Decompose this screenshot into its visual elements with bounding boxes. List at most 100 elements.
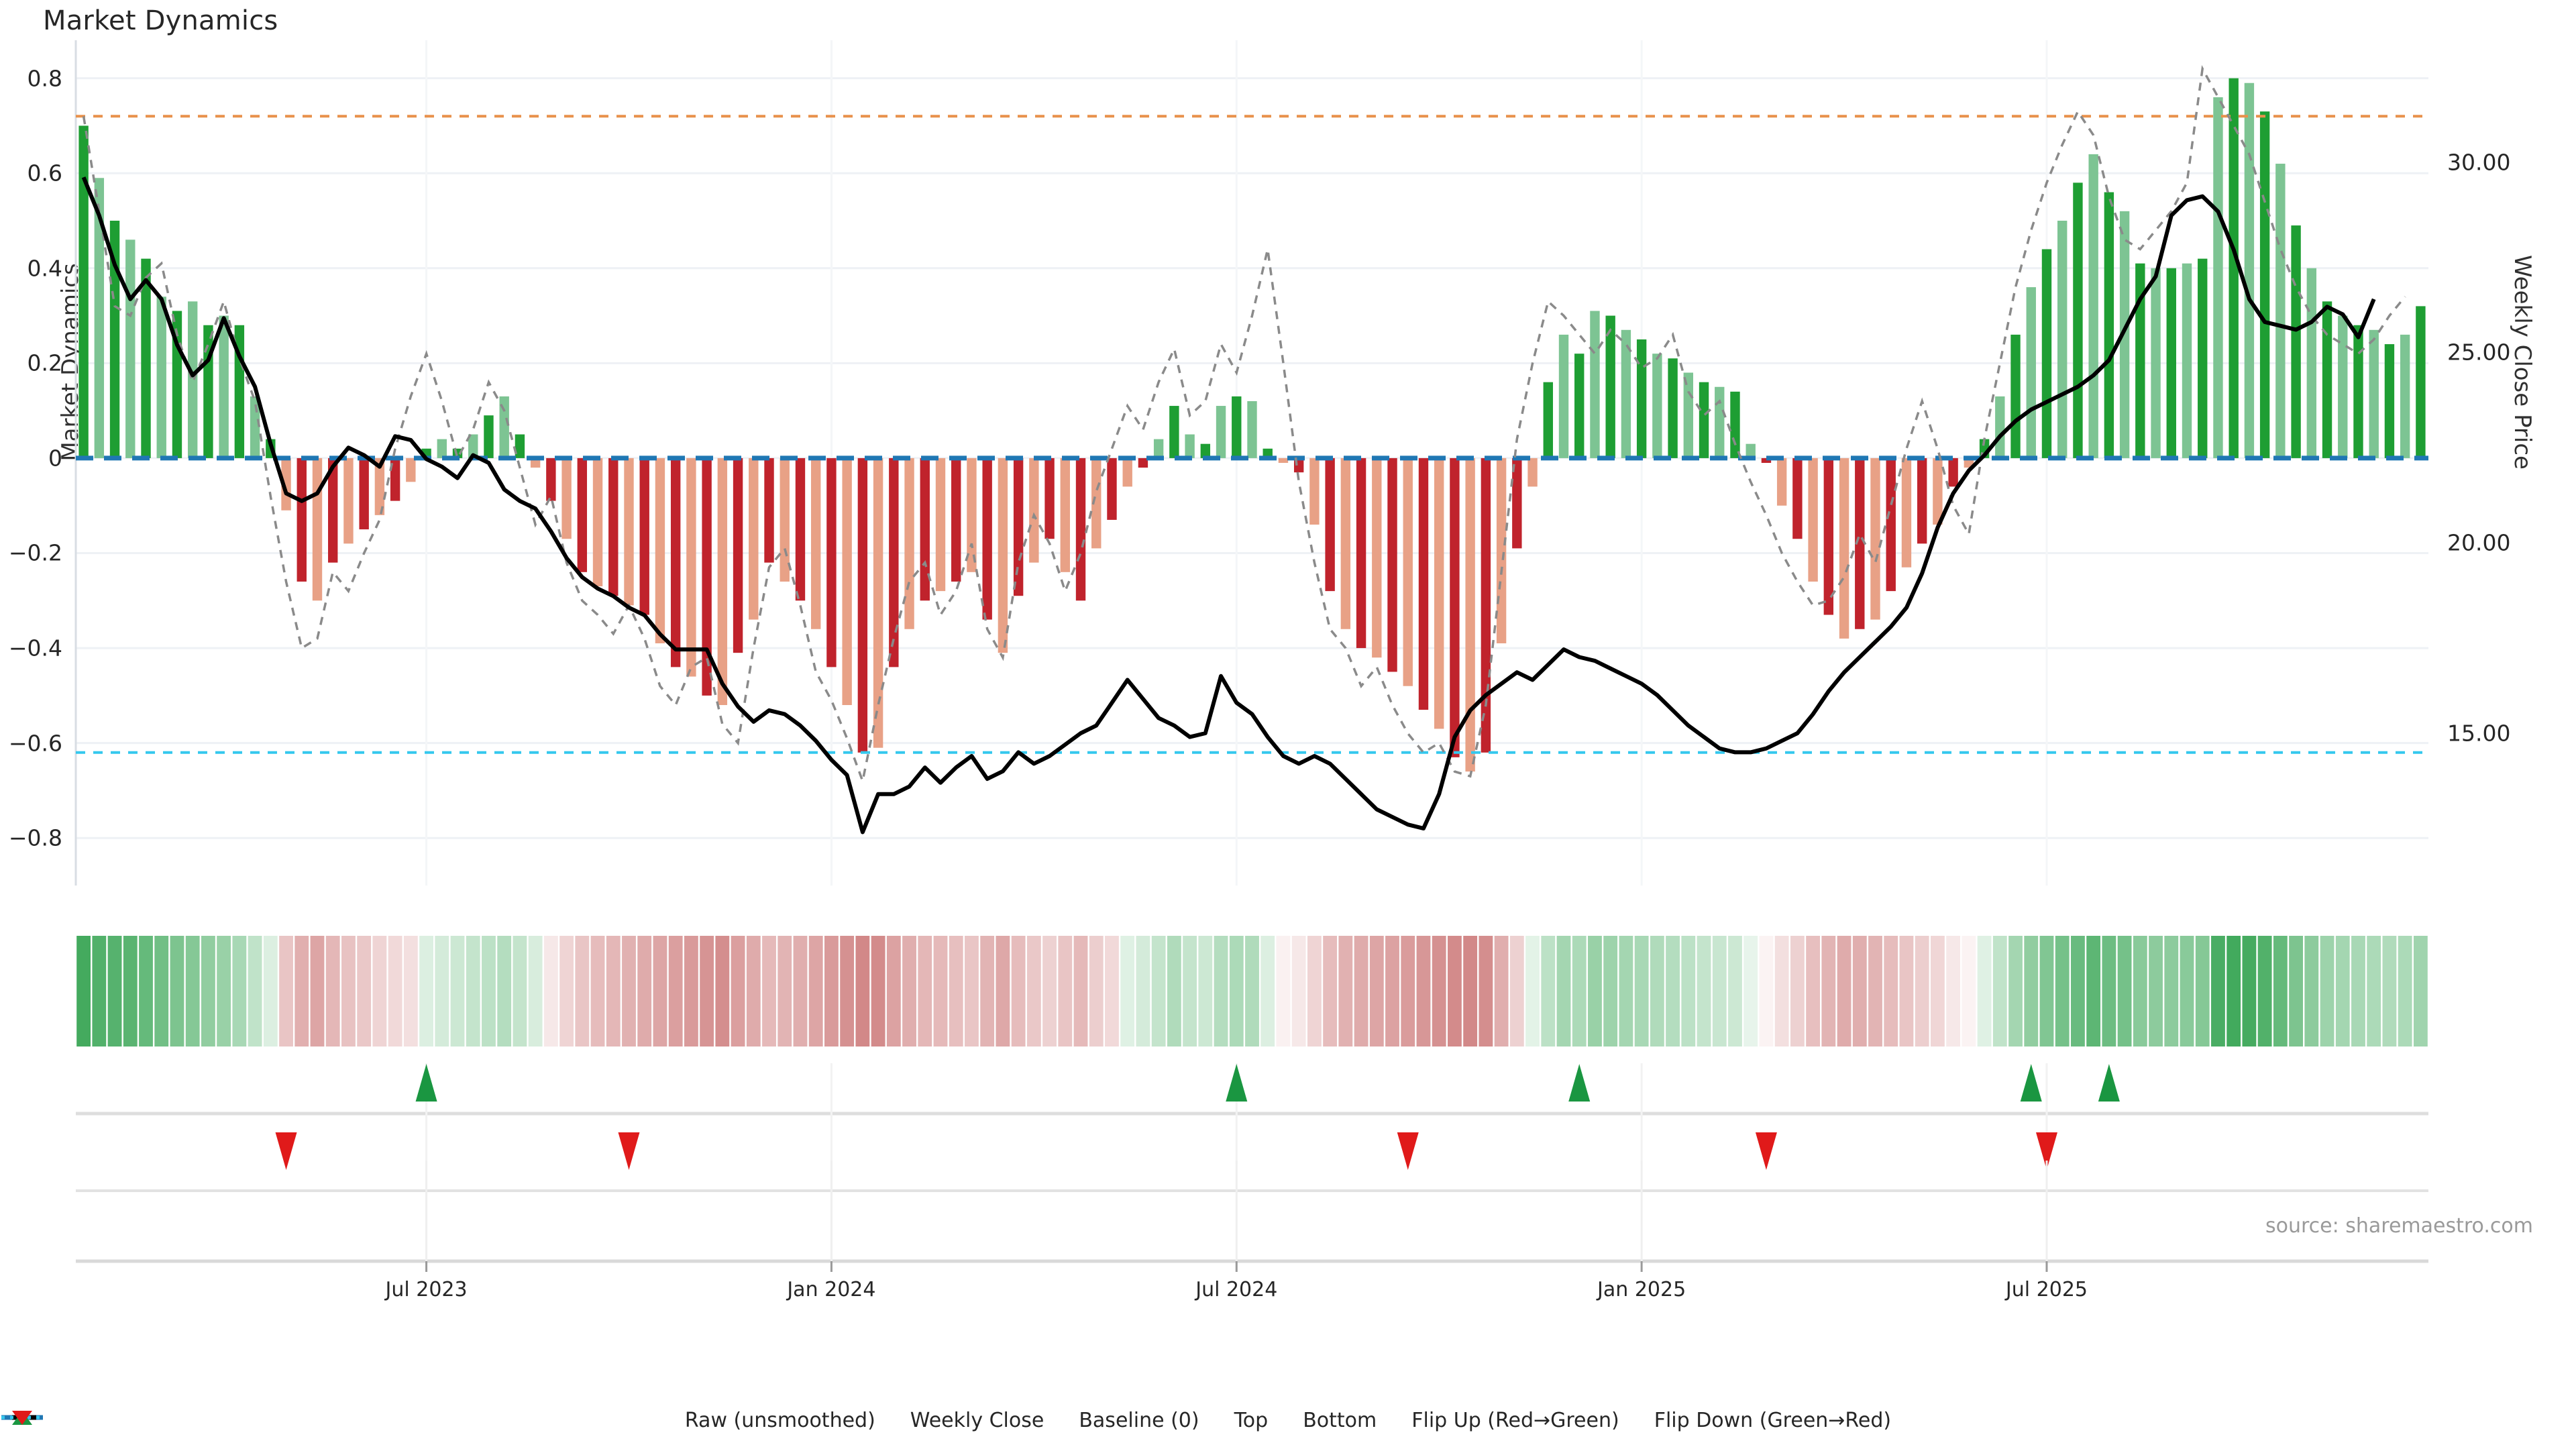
heatmap-cell <box>1042 936 1057 1046</box>
heatmap-cell <box>372 936 387 1046</box>
bar <box>312 458 323 601</box>
heatmap-cell <box>419 936 433 1046</box>
bar <box>1917 458 1927 544</box>
bar <box>1636 339 1647 458</box>
heatmap-cell <box>559 936 574 1046</box>
triangle-down-icon <box>12 1411 32 1425</box>
flip-down-marker <box>1397 1132 1419 1170</box>
heatmap-cell <box>1915 936 1929 1046</box>
heatmap-cell <box>263 936 278 1046</box>
bar <box>530 458 541 468</box>
bar <box>484 415 494 458</box>
bar <box>2338 315 2348 458</box>
heatmap-cell <box>1509 936 1524 1046</box>
heatmap-cell <box>1525 936 1540 1046</box>
heatmap-cell <box>2413 936 2428 1046</box>
heatmap-cell <box>1681 936 1696 1046</box>
legend-item-2[interactable]: Baseline (0) <box>1 1409 1199 1432</box>
heatmap-cell <box>1977 936 1992 1046</box>
heatmap-cell <box>1307 936 1322 1046</box>
heatmap-cell <box>403 936 418 1046</box>
bar <box>1948 458 1958 487</box>
y-axis-tick-left: −0.6 <box>8 730 62 757</box>
heatmap-cell <box>1151 936 1166 1046</box>
y-axis-tick-left: −0.4 <box>8 635 62 661</box>
bar <box>468 434 478 458</box>
bar <box>889 458 899 667</box>
bar <box>2259 111 2270 458</box>
heatmap-cell <box>1276 936 1291 1046</box>
bar <box>1605 315 1615 458</box>
heatmap-cell <box>918 936 932 1046</box>
bar <box>187 301 198 458</box>
heatmap-cell <box>1167 936 1181 1046</box>
bar <box>2244 83 2255 458</box>
flip-up-marker <box>415 1064 437 1102</box>
bar <box>1418 458 1429 710</box>
heatmap-cell <box>2117 936 2132 1046</box>
heatmap-cell <box>2195 936 2210 1046</box>
legend-item-4[interactable]: Bottom <box>1 1409 1377 1432</box>
heatmap-cell <box>1494 936 1509 1046</box>
bar <box>1886 458 1896 592</box>
heatmap-cell <box>1852 936 1867 1046</box>
legend-item-1[interactable]: Weekly Close <box>1 1409 1044 1432</box>
heatmap-cell <box>232 936 247 1046</box>
heatmap-cell <box>201 936 215 1046</box>
bar <box>639 458 649 615</box>
heatmap-cell <box>1089 936 1104 1046</box>
heatmap-cell <box>217 936 231 1046</box>
weekly-close-line <box>81 176 2376 835</box>
x-axis-tick-label: Jul 2023 <box>385 1278 468 1301</box>
heatmap-cell <box>2102 936 2116 1046</box>
bar <box>1325 458 1335 592</box>
legend-item-6[interactable]: Flip Down (Green→Red) <box>12 1409 1891 1432</box>
legend-item-0[interactable]: Raw (unsmoothed) <box>1 1409 875 1432</box>
bar <box>2026 287 2036 458</box>
legend-item-3[interactable]: Top <box>1 1409 1268 1432</box>
y-axis-tick-right: 15.00 <box>2447 720 2511 747</box>
heatmap-cell <box>2024 936 2039 1046</box>
heatmap-cell <box>1463 936 1478 1046</box>
heatmap-cell <box>1697 936 1711 1046</box>
bar <box>1481 458 1491 753</box>
bar <box>1107 458 1117 520</box>
bar <box>1216 406 1226 458</box>
bar <box>810 458 821 629</box>
heatmap-cell <box>1899 936 1914 1046</box>
heatmap-cell <box>466 936 480 1046</box>
bar <box>764 458 774 563</box>
legend-item-5[interactable]: Flip Up (Red→Green) <box>12 1409 1619 1432</box>
bar <box>2275 164 2286 458</box>
heatmap-cell <box>2289 936 2303 1046</box>
heatmap-cell <box>2180 936 2194 1046</box>
bar <box>2291 225 2301 458</box>
heatmap-cell <box>840 936 855 1046</box>
bar <box>94 178 105 458</box>
bar <box>1372 458 1382 658</box>
heatmap-cell <box>76 936 91 1046</box>
bar <box>2322 301 2332 458</box>
bar <box>1075 458 1086 601</box>
bar <box>219 315 229 458</box>
heatmap-cell <box>341 936 356 1046</box>
heatmap-cell <box>808 936 823 1046</box>
bar <box>359 458 369 530</box>
bar <box>1496 458 1507 643</box>
y-axis-tick-left: 0 <box>48 445 62 472</box>
legend-label: Weekly Close <box>910 1409 1044 1432</box>
heatmap-cell <box>965 936 979 1046</box>
heatmap-cell <box>2398 936 2412 1046</box>
heatmap-cell <box>1588 936 1602 1046</box>
raw-unsmoothed-line <box>82 65 2406 786</box>
heatmap-cell <box>871 936 885 1046</box>
heatmap-cell <box>746 936 761 1046</box>
bar <box>717 458 728 706</box>
heatmap-cell <box>653 936 667 1046</box>
heatmap-cell <box>1603 936 1618 1046</box>
bar <box>795 458 806 601</box>
y-axis-tick-right: 25.00 <box>2447 339 2511 366</box>
heatmap-cell <box>2257 936 2272 1046</box>
bar <box>1450 458 1460 757</box>
